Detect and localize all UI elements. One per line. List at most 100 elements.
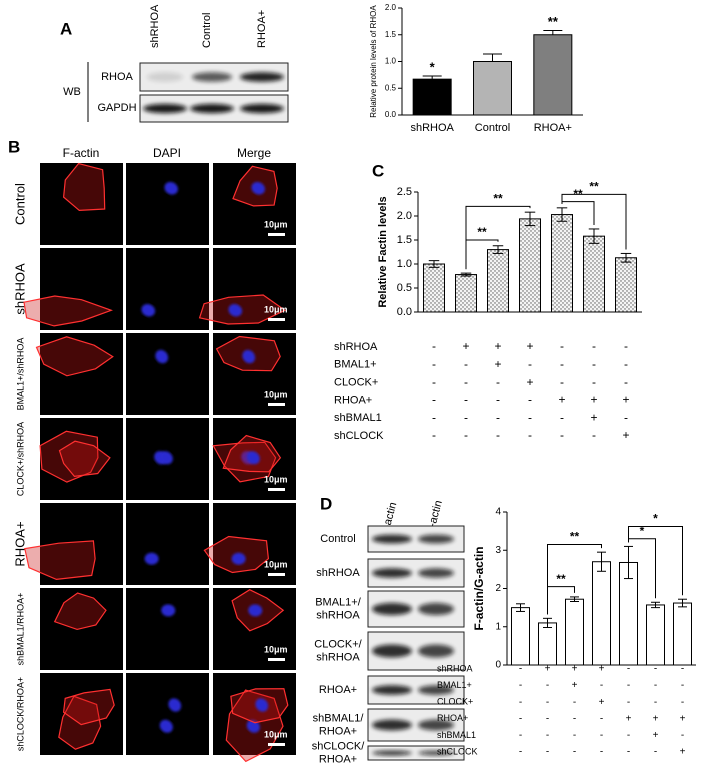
condition-sign: - — [496, 375, 500, 389]
bar — [511, 607, 530, 666]
band — [240, 103, 284, 114]
condition-sign: - — [573, 747, 576, 758]
significance: ** — [548, 14, 559, 29]
condition-name: shCLOCK — [437, 746, 478, 756]
condition-sign: + — [494, 357, 501, 371]
band — [372, 602, 412, 616]
condition-sign: - — [519, 730, 522, 741]
row-label: shCLOCK/RHOA+ — [15, 677, 25, 751]
micrograph — [213, 248, 296, 330]
y-tick-label: 1.5 — [397, 234, 412, 246]
condition-sign: - — [627, 664, 630, 675]
actin — [62, 162, 106, 212]
comparison-bracket — [547, 544, 602, 615]
row-label: RHOA — [101, 71, 133, 83]
condition-sign: - — [432, 357, 436, 371]
condition-sign: + — [653, 713, 659, 724]
row-label: Control — [320, 533, 355, 545]
x-tick-label: Control — [475, 122, 510, 134]
cells — [141, 304, 156, 317]
band — [418, 685, 454, 695]
column-header: DAPI — [153, 146, 181, 160]
condition-name: RHOA+ — [437, 713, 468, 723]
scale-bar-label: 10μm — [264, 559, 288, 569]
x-tick-label: RHOA+ — [534, 122, 572, 134]
condition-sign: - — [573, 730, 576, 741]
cells — [212, 434, 282, 483]
bar — [583, 235, 605, 313]
row-label: shRHOA — [316, 567, 360, 579]
x-tick-label: shRHOA — [410, 122, 454, 134]
comparison-label: ** — [556, 572, 566, 586]
row-label: GAPDH — [97, 102, 136, 114]
comparison-label: * — [640, 524, 645, 538]
y-tick-label: 1.5 — [385, 30, 397, 39]
nucleus — [144, 552, 159, 565]
actin — [35, 336, 114, 377]
row-label: shCLOCK/ — [312, 740, 366, 752]
cells — [155, 349, 169, 364]
row-label: BMAL1+/ — [315, 596, 361, 608]
scale-bar — [268, 658, 285, 661]
condition-sign: - — [432, 410, 436, 424]
condition-sign: - — [600, 713, 603, 724]
row-label: shRHOA — [316, 651, 360, 663]
y-tick-label: 1.0 — [385, 57, 397, 66]
panel-label: B — [8, 137, 20, 156]
condition-sign: - — [464, 357, 468, 371]
condition-sign: + — [590, 410, 597, 424]
condition-sign: - — [573, 697, 576, 708]
bar — [412, 78, 452, 116]
condition-sign: - — [519, 713, 522, 724]
band — [418, 750, 454, 756]
y-tick-label: 1.0 — [397, 258, 412, 270]
condition-sign: - — [519, 680, 522, 691]
condition-sign: - — [600, 747, 603, 758]
cells — [39, 430, 111, 483]
condition-sign: + — [680, 747, 686, 758]
condition-sign: + — [599, 664, 605, 675]
condition-sign: + — [558, 393, 565, 407]
band — [418, 568, 454, 578]
y-tick-label: 0.0 — [397, 306, 412, 318]
actin — [24, 540, 96, 581]
y-tick-label: 1 — [495, 621, 501, 632]
condition-sign: + — [572, 664, 578, 675]
condition-sign: - — [519, 664, 522, 675]
y-tick-label: 2 — [495, 583, 501, 594]
condition-sign: - — [627, 747, 630, 758]
row-label: CLOCK+/ — [314, 638, 362, 650]
condition-sign: + — [526, 339, 533, 353]
condition-sign: - — [560, 428, 564, 442]
nucleus — [168, 698, 182, 712]
condition-sign: - — [654, 664, 657, 675]
micrograph — [40, 588, 123, 670]
condition-sign: - — [560, 357, 564, 371]
band — [418, 644, 454, 658]
cells — [231, 589, 285, 632]
nucleus — [248, 604, 263, 617]
condition-sign: - — [592, 339, 596, 353]
bar — [673, 602, 692, 666]
band — [372, 685, 412, 695]
y-axis-label: Relative protein levels of RHOA — [369, 5, 378, 118]
row-label: RHOA+ — [319, 725, 357, 737]
scale-bar — [268, 488, 285, 491]
nucleus — [231, 552, 246, 565]
method-label: WB — [63, 86, 81, 98]
cells — [62, 162, 106, 212]
actin — [58, 695, 102, 750]
actin — [62, 688, 115, 726]
condition-name: shRHOA — [437, 663, 473, 673]
condition-sign: - — [560, 339, 564, 353]
condition-sign: + — [526, 375, 533, 389]
condition-name: CLOCK+ — [334, 377, 378, 389]
column-header: F-actin — [63, 146, 100, 160]
y-tick-label: 2.0 — [385, 3, 397, 12]
nucleus — [164, 181, 178, 195]
cells — [35, 336, 114, 377]
condition-sign: - — [432, 428, 436, 442]
blot — [367, 745, 465, 761]
panel-label: A — [60, 19, 72, 38]
